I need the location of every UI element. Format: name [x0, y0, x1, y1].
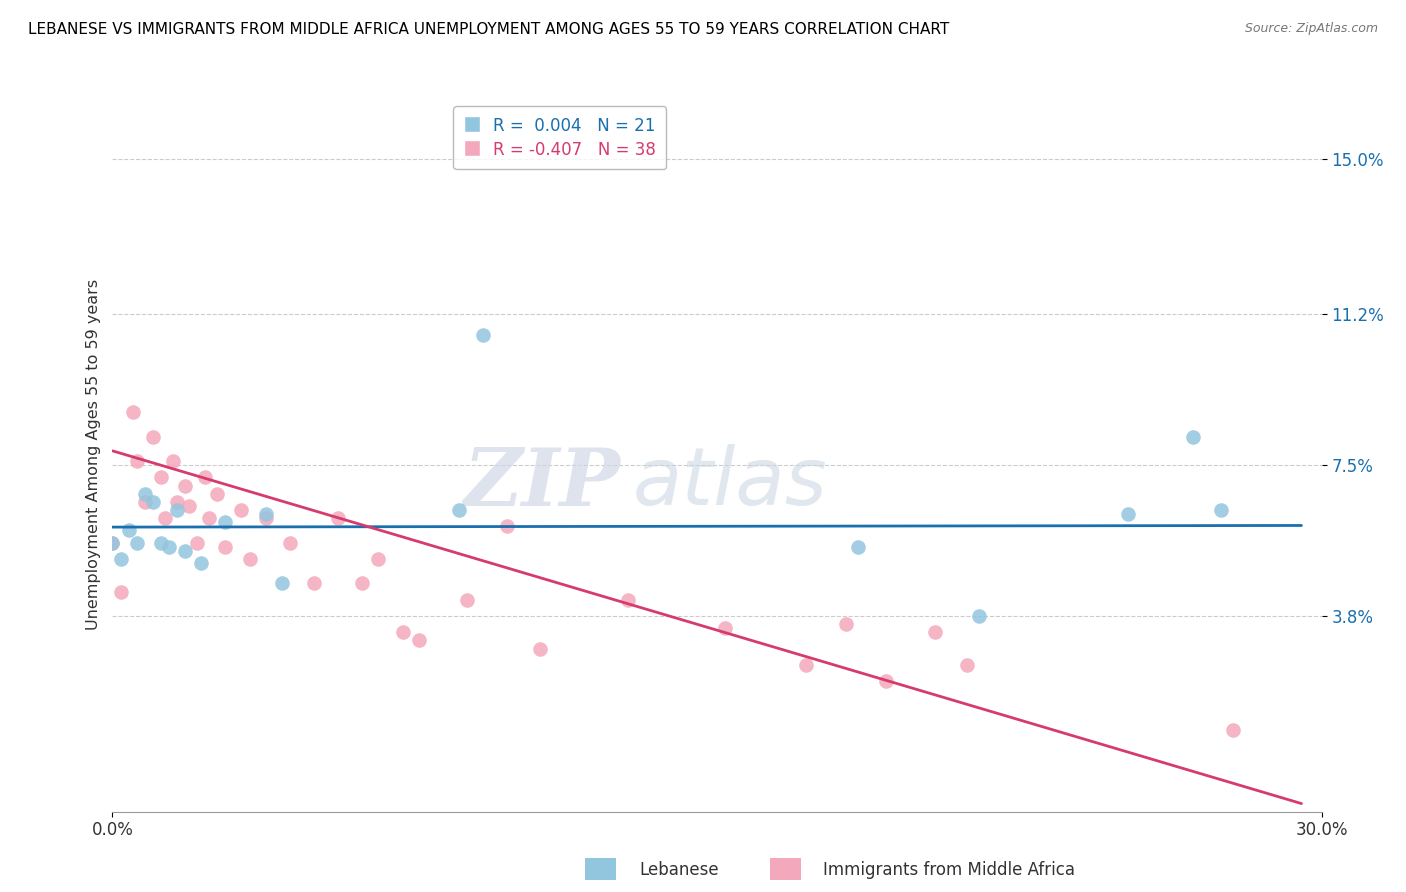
Point — [956, 657, 979, 672]
Point — [110, 584, 132, 599]
Point — [142, 429, 165, 443]
Point — [101, 535, 124, 549]
Point — [1209, 503, 1232, 517]
Point — [617, 592, 640, 607]
Point — [302, 576, 325, 591]
Point — [924, 625, 946, 640]
Point — [207, 486, 229, 500]
Point — [162, 454, 184, 468]
Point — [472, 327, 495, 342]
Text: LEBANESE VS IMMIGRANTS FROM MIDDLE AFRICA UNEMPLOYMENT AMONG AGES 55 TO 59 YEARS: LEBANESE VS IMMIGRANTS FROM MIDDLE AFRIC… — [28, 22, 949, 37]
Point — [174, 478, 197, 492]
Point — [714, 621, 737, 635]
Point — [134, 486, 156, 500]
Point — [117, 524, 139, 538]
Point — [254, 507, 277, 521]
Point — [214, 540, 236, 554]
Point — [846, 540, 869, 554]
Text: Source: ZipAtlas.com: Source: ZipAtlas.com — [1244, 22, 1378, 36]
Point — [125, 535, 148, 549]
Point — [214, 515, 236, 529]
Point — [101, 535, 124, 549]
Point — [110, 552, 132, 566]
Point — [1222, 723, 1244, 738]
Point — [794, 657, 817, 672]
Point — [367, 552, 389, 566]
Point — [1181, 429, 1204, 443]
Point — [149, 535, 172, 549]
Point — [231, 503, 253, 517]
Point — [121, 405, 143, 419]
Point — [328, 511, 350, 525]
Point — [177, 499, 200, 513]
Point — [166, 495, 188, 509]
Point — [1116, 507, 1139, 521]
Text: Lebanese: Lebanese — [640, 861, 720, 879]
Point — [174, 543, 197, 558]
Point — [967, 609, 990, 624]
Point — [352, 576, 374, 591]
Text: atlas: atlas — [633, 444, 827, 523]
Point — [496, 519, 519, 533]
Point — [278, 535, 301, 549]
Text: Immigrants from Middle Africa: Immigrants from Middle Africa — [823, 861, 1074, 879]
Point — [157, 540, 180, 554]
Point — [238, 552, 260, 566]
Point — [391, 625, 413, 640]
Point — [254, 511, 277, 525]
Point — [456, 592, 478, 607]
Legend: R =  0.004   N = 21, R = -0.407   N = 38: R = 0.004 N = 21, R = -0.407 N = 38 — [453, 106, 666, 169]
Point — [125, 454, 148, 468]
Point — [142, 495, 165, 509]
Point — [408, 633, 430, 648]
Point — [875, 674, 897, 689]
Point — [166, 503, 188, 517]
Point — [835, 617, 858, 632]
Point — [153, 511, 176, 525]
Point — [449, 503, 471, 517]
Y-axis label: Unemployment Among Ages 55 to 59 years: Unemployment Among Ages 55 to 59 years — [86, 279, 101, 631]
Point — [529, 641, 551, 656]
Point — [198, 511, 221, 525]
Point — [194, 470, 217, 484]
Point — [270, 576, 292, 591]
Text: ZIP: ZIP — [464, 445, 620, 522]
Point — [149, 470, 172, 484]
Point — [186, 535, 208, 549]
Point — [134, 495, 156, 509]
Point — [190, 556, 212, 570]
